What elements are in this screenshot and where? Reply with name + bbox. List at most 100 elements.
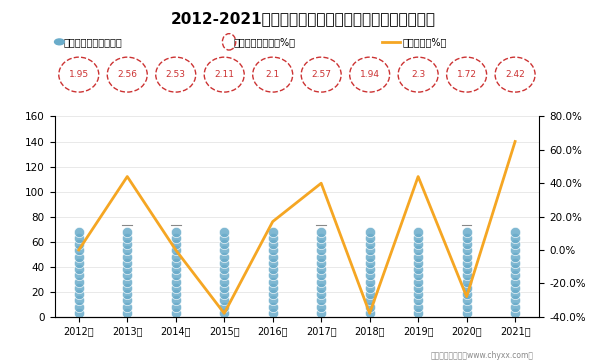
Point: [510, 304, 520, 309]
Point: [413, 291, 423, 297]
Point: [122, 248, 132, 253]
Point: [462, 254, 471, 260]
Point: [510, 310, 520, 316]
Text: 2.1: 2.1: [265, 70, 280, 79]
Text: 占全国县城比重（%）: 占全国县城比重（%）: [233, 37, 295, 47]
Point: [268, 260, 278, 266]
Point: [268, 266, 278, 272]
Point: [219, 235, 229, 241]
Point: [365, 254, 375, 260]
Point: [171, 235, 181, 241]
Point: [316, 304, 326, 309]
Point: [122, 304, 132, 309]
Point: [122, 235, 132, 241]
Point: [268, 304, 278, 309]
Point: [122, 273, 132, 278]
Point: [122, 297, 132, 303]
Point: [365, 235, 375, 241]
Point: [413, 285, 423, 291]
Point: [316, 285, 326, 291]
Point: [171, 273, 181, 278]
Point: [171, 248, 181, 253]
Point: [365, 260, 375, 266]
Point: [316, 241, 326, 247]
Point: [462, 229, 471, 234]
Point: [413, 248, 423, 253]
Point: [316, 235, 326, 241]
Text: 2012-2021年湖北省县城市政设施实际到位资金统计图: 2012-2021年湖北省县城市政设施实际到位资金统计图: [170, 11, 436, 26]
Point: [171, 241, 181, 247]
Point: [316, 273, 326, 278]
Point: [74, 248, 84, 253]
Point: [462, 241, 471, 247]
Point: [413, 273, 423, 278]
Text: 同比增幅（%）: 同比增幅（%）: [403, 37, 447, 47]
Point: [122, 279, 132, 285]
Point: [510, 235, 520, 241]
Text: 1.72: 1.72: [456, 70, 477, 79]
Point: [122, 229, 132, 234]
Point: [171, 310, 181, 316]
Point: [74, 279, 84, 285]
Point: [219, 310, 229, 316]
Point: [268, 273, 278, 278]
Point: [122, 310, 132, 316]
Point: [365, 291, 375, 297]
Point: [219, 304, 229, 309]
Point: [74, 241, 84, 247]
Point: [365, 279, 375, 285]
Point: [219, 273, 229, 278]
Point: [171, 266, 181, 272]
Text: 2.11: 2.11: [214, 70, 235, 79]
Point: [74, 273, 84, 278]
Point: [219, 266, 229, 272]
Point: [171, 297, 181, 303]
Point: [268, 291, 278, 297]
Point: [316, 254, 326, 260]
Point: [462, 285, 471, 291]
Point: [219, 241, 229, 247]
Text: 制图：智研咨询（www.chyxx.com）: 制图：智研咨询（www.chyxx.com）: [430, 351, 533, 360]
Point: [268, 279, 278, 285]
Point: [413, 304, 423, 309]
Point: [462, 310, 471, 316]
Point: [365, 266, 375, 272]
Point: [268, 310, 278, 316]
Point: [74, 260, 84, 266]
Point: [510, 297, 520, 303]
Point: [74, 304, 84, 309]
Point: [413, 254, 423, 260]
Point: [462, 297, 471, 303]
Point: [268, 235, 278, 241]
Point: [462, 248, 471, 253]
Point: [413, 266, 423, 272]
Point: [74, 266, 84, 272]
Point: [268, 248, 278, 253]
Text: 实际到位资金（亿元）: 实际到位资金（亿元）: [64, 37, 122, 47]
Point: [122, 285, 132, 291]
Point: [510, 260, 520, 266]
Point: [122, 241, 132, 247]
Text: 2.53: 2.53: [165, 70, 186, 79]
Point: [510, 248, 520, 253]
Point: [219, 229, 229, 234]
Point: [365, 310, 375, 316]
Point: [268, 297, 278, 303]
Point: [365, 229, 375, 234]
Text: 1.94: 1.94: [359, 70, 380, 79]
Point: [219, 291, 229, 297]
Point: [171, 279, 181, 285]
Point: [316, 248, 326, 253]
Point: [365, 304, 375, 309]
Point: [462, 279, 471, 285]
Point: [171, 285, 181, 291]
Point: [365, 273, 375, 278]
Point: [462, 235, 471, 241]
Point: [74, 291, 84, 297]
Point: [316, 291, 326, 297]
Point: [316, 229, 326, 234]
Point: [413, 241, 423, 247]
Point: [510, 279, 520, 285]
Point: [74, 235, 84, 241]
Point: [316, 310, 326, 316]
